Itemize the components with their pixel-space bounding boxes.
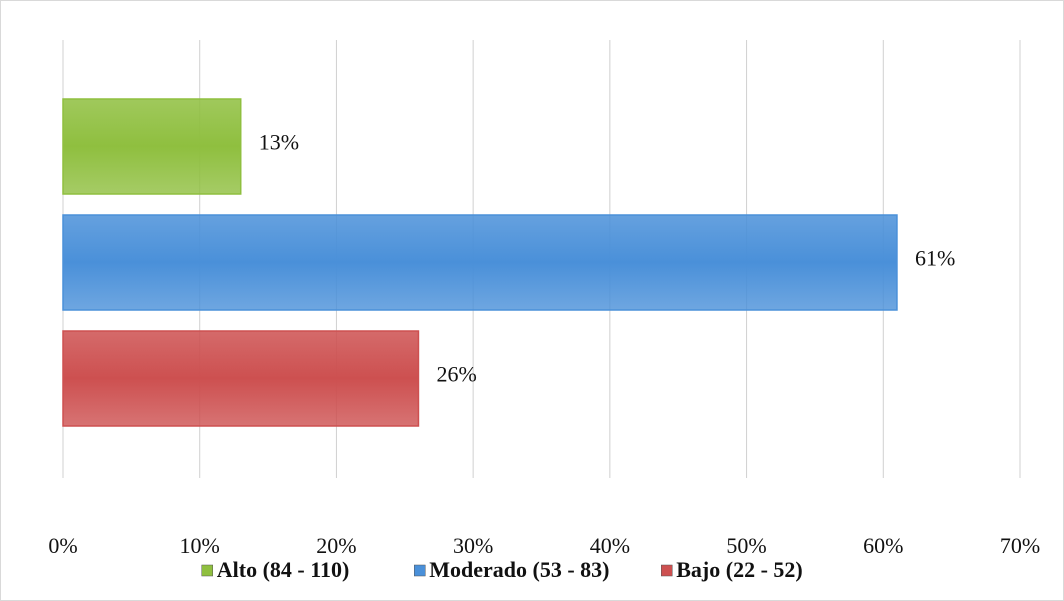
x-tick-label: 40%	[590, 533, 630, 558]
legend-swatch	[661, 564, 673, 577]
x-tick-label: 0%	[48, 533, 77, 558]
legend-swatch	[201, 564, 213, 577]
x-tick-label: 10%	[180, 533, 220, 558]
bar	[62, 98, 242, 195]
x-tick-label: 30%	[453, 533, 493, 558]
legend: Alto (84 - 110) Moderado (53 - 83) Bajo (2…	[201, 557, 803, 582]
bar	[62, 214, 898, 311]
x-tick-label: 50%	[726, 533, 766, 558]
legend-label: Alto (84 - 110)	[217, 557, 350, 582]
legend-label: Moderado (53 - 83)	[429, 557, 609, 582]
x-tick-label: 20%	[316, 533, 356, 558]
bar	[62, 330, 420, 427]
x-tick-label: 70%	[1000, 533, 1040, 558]
legend-label: Bajo (22 - 52)	[676, 557, 802, 582]
data-label: 61%	[915, 246, 955, 271]
data-label: 13%	[259, 130, 299, 155]
x-tick-label: 60%	[863, 533, 903, 558]
data-label: 26%	[436, 362, 476, 387]
legend-swatch	[414, 564, 426, 577]
